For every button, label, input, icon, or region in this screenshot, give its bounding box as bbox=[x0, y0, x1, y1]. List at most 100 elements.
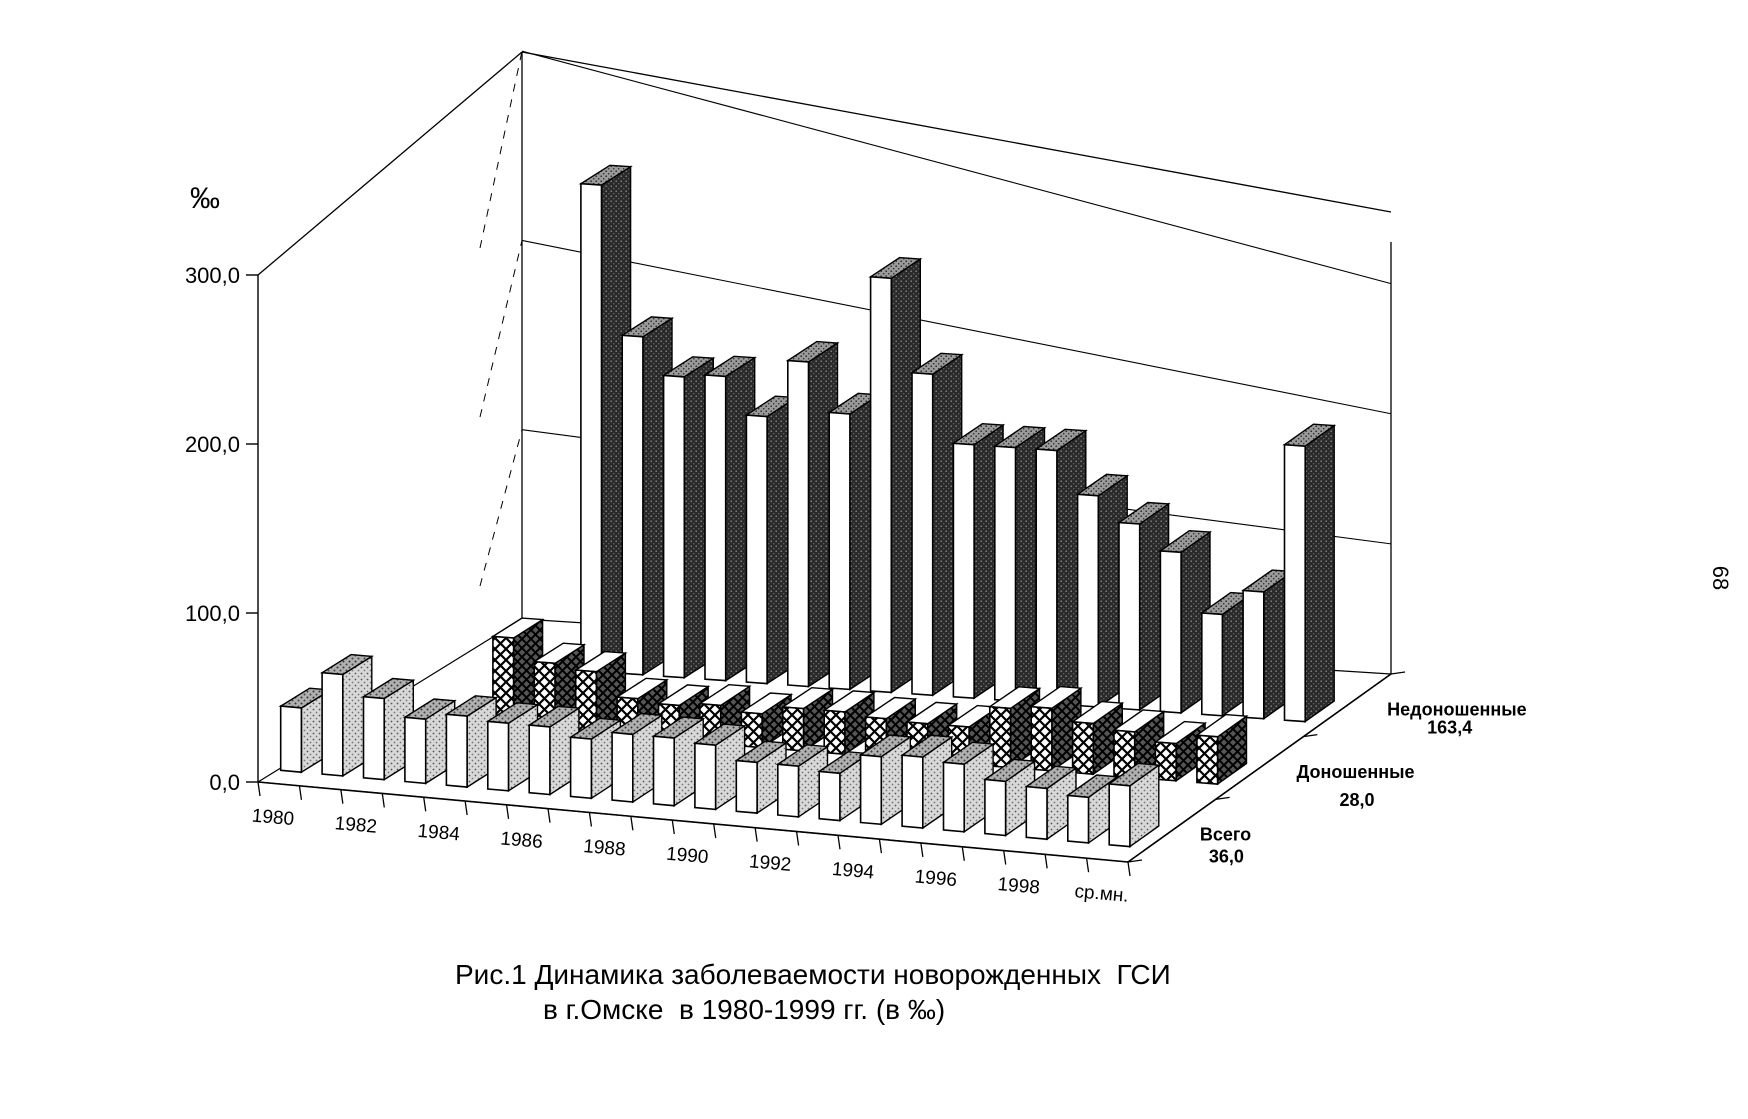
x-tick-9 bbox=[630, 816, 634, 831]
bars-group bbox=[278, 164, 1337, 848]
bar-front bbox=[869, 275, 893, 694]
bar-Доношенные-ср.мн. bbox=[1194, 713, 1249, 786]
x-tick-11 bbox=[713, 823, 717, 838]
bar-side bbox=[1304, 424, 1335, 723]
bar-front bbox=[321, 671, 344, 777]
x-tick-17 bbox=[961, 846, 965, 861]
bar-front bbox=[1196, 734, 1219, 785]
bar-Недоношенные-1989 bbox=[827, 392, 882, 691]
bar-Доношенные-1996 bbox=[1029, 685, 1083, 773]
bar-front bbox=[745, 414, 768, 685]
bar-front bbox=[662, 374, 686, 679]
gridline-300 bbox=[521, 50, 1392, 285]
series-label: Доношенные bbox=[1297, 762, 1415, 782]
side-gridline-200 bbox=[479, 240, 523, 418]
depth-tick-0 bbox=[1127, 859, 1143, 863]
x-tick-18 bbox=[1003, 850, 1007, 865]
bar-front bbox=[984, 778, 1007, 837]
series-label: Недоношенные bbox=[1387, 699, 1526, 719]
bar-front bbox=[740, 711, 763, 749]
bar-Всего-ср.мн. bbox=[1107, 762, 1161, 848]
x-tick-20 bbox=[1085, 858, 1090, 873]
x-tick-4 bbox=[423, 797, 427, 812]
side-gridline-300 bbox=[479, 51, 523, 249]
y-unit-label: ‰ bbox=[190, 182, 220, 215]
y-tick-label: 100,0 bbox=[185, 601, 240, 626]
bar-front bbox=[1283, 443, 1306, 723]
bar-front bbox=[362, 695, 386, 781]
bar-Доношенные-1990 bbox=[780, 686, 835, 753]
x-tick-label: 1992 bbox=[748, 851, 792, 876]
bar-front bbox=[901, 754, 924, 829]
x-tick-label: 1994 bbox=[831, 859, 875, 884]
depth-tick-2 bbox=[1303, 734, 1318, 738]
gridline-200 bbox=[521, 239, 1392, 415]
bar-front bbox=[1154, 741, 1177, 782]
bar-front bbox=[621, 334, 644, 676]
bar-front bbox=[1025, 785, 1048, 841]
x-tick-3 bbox=[381, 793, 385, 808]
bar-front bbox=[942, 761, 966, 833]
bar-front bbox=[611, 731, 634, 803]
bar-Всего-1982 bbox=[361, 677, 416, 781]
bar-front bbox=[993, 445, 1017, 702]
series-label: Всего bbox=[1200, 825, 1251, 845]
x-tick-8 bbox=[588, 812, 593, 827]
bar-Всего-1997 bbox=[982, 758, 1037, 837]
bar-front bbox=[823, 709, 846, 756]
bar-front bbox=[694, 742, 717, 811]
bar-front bbox=[1076, 493, 1100, 708]
depth-tick-1 bbox=[1215, 796, 1230, 800]
series-value-label: 36,0 bbox=[1209, 847, 1244, 867]
bar-Недоношенные-ср.мн. bbox=[1282, 423, 1337, 723]
x-tick-label: 1998 bbox=[997, 874, 1041, 899]
x-tick-2 bbox=[340, 789, 344, 804]
page-number: 68 bbox=[1708, 565, 1734, 591]
bar-front bbox=[828, 411, 851, 691]
caption-line-2: в г.Омске в 1980-1999 гг. (в ‰) bbox=[543, 994, 946, 1025]
bar-front bbox=[1242, 589, 1265, 720]
bar-front bbox=[952, 442, 975, 700]
x-tick-label: 1990 bbox=[665, 844, 709, 869]
x-tick-14 bbox=[837, 835, 841, 850]
bar-front bbox=[1035, 448, 1058, 705]
x-axis-line bbox=[257, 781, 1129, 863]
bar-front bbox=[279, 705, 303, 774]
side-top-edge bbox=[257, 51, 523, 276]
x-tick-label: 1980 bbox=[251, 806, 295, 831]
bar-front bbox=[1030, 705, 1053, 772]
x-tick-13 bbox=[795, 831, 800, 846]
bar-Всего-1992 bbox=[775, 744, 830, 819]
bar-front bbox=[1201, 612, 1224, 717]
x-tick-label: 1984 bbox=[417, 821, 461, 846]
bar-front bbox=[776, 763, 800, 818]
bar-front bbox=[1071, 720, 1095, 776]
x-tick-0 bbox=[257, 781, 261, 797]
bar-front bbox=[580, 182, 603, 673]
bar-front bbox=[404, 716, 427, 785]
bar-front bbox=[781, 706, 805, 752]
x-tick-10 bbox=[671, 820, 675, 835]
bar-front bbox=[859, 754, 883, 826]
bar-front bbox=[911, 371, 934, 697]
labels-group: 0,0 100,0 200,0 300,0 ‰ 1980 1982 1984 1986 1988 1… bbox=[185, 182, 1527, 907]
bar-front bbox=[569, 736, 593, 800]
x-tick-21 bbox=[1127, 861, 1131, 877]
x-tick-7 bbox=[547, 808, 551, 823]
x-tick-16 bbox=[920, 842, 924, 858]
bar-front bbox=[652, 735, 676, 807]
x-tick-12 bbox=[754, 827, 758, 842]
depth-axis-line bbox=[1127, 673, 1392, 863]
bar-front bbox=[818, 770, 841, 822]
chart-frame bbox=[246, 50, 1406, 877]
series-value-label: 28,0 bbox=[1340, 790, 1375, 810]
x-tick-15 bbox=[878, 839, 883, 854]
x-tick-label: 1986 bbox=[500, 828, 544, 853]
y-tick-label: 200,0 bbox=[185, 432, 240, 457]
bar-front bbox=[735, 759, 758, 814]
x-tick-label: ср.мн. bbox=[1074, 881, 1130, 907]
depth-tick-3 bbox=[1390, 671, 1406, 675]
x-tick-6 bbox=[505, 804, 510, 819]
series-value-label: 163,4 bbox=[1427, 717, 1472, 737]
